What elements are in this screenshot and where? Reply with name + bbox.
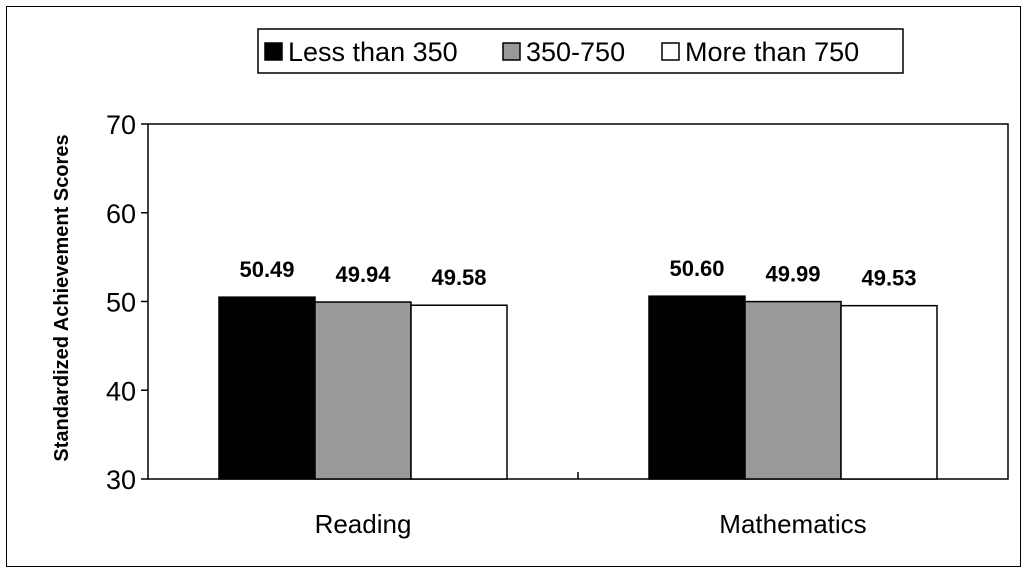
- legend-swatch: [502, 42, 521, 61]
- data-label: 50.49: [239, 257, 294, 282]
- y-tick-label: 60: [106, 199, 136, 229]
- legend-box: [257, 28, 904, 74]
- y-tick-label: 50: [106, 288, 136, 318]
- bar: [840, 304, 938, 480]
- bar: [648, 295, 746, 480]
- y-tick-label: 70: [106, 110, 136, 140]
- x-category-label: Mathematics: [719, 509, 866, 539]
- x-category-label: Reading: [315, 509, 412, 539]
- legend-label: More than 750: [685, 37, 859, 67]
- y-tick-label: 30: [106, 465, 136, 495]
- bar: [410, 304, 508, 480]
- y-tick-label: 40: [106, 376, 136, 406]
- y-axis-label: Standardized Achievement Scores: [51, 134, 73, 461]
- bar: [314, 301, 412, 480]
- legend-label: 350-750: [526, 37, 625, 67]
- data-label: 49.94: [335, 262, 391, 287]
- data-label: 50.60: [669, 256, 724, 281]
- legend-label: Less than 350: [288, 37, 458, 67]
- data-label: 49.58: [431, 265, 486, 290]
- legend: Less than 350 350-750 More than 750: [257, 28, 904, 74]
- bar: [744, 300, 842, 480]
- legend-swatch: [264, 42, 283, 61]
- legend-swatch: [661, 42, 680, 61]
- bar: [218, 296, 316, 480]
- data-label: 49.53: [861, 266, 916, 291]
- data-label: 49.99: [765, 262, 820, 287]
